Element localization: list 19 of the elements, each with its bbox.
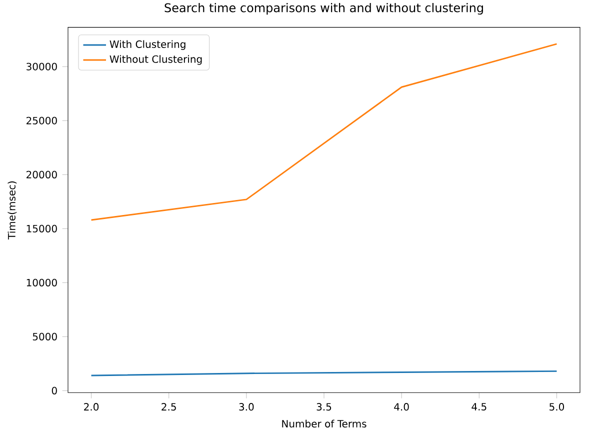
x-tick-label: 3.0 — [239, 403, 254, 411]
y-tick-label: 25000 — [26, 116, 57, 124]
y-tick-label: 30000 — [26, 62, 57, 70]
y-tick-label: 0 — [52, 386, 57, 394]
y-tick-label: 15000 — [26, 224, 57, 232]
y-tick-label: 10000 — [26, 278, 57, 286]
legend-label: With Clustering — [110, 40, 186, 50]
x-tick-label: 5.0 — [550, 403, 564, 411]
x-tick-label: 2.0 — [84, 403, 99, 411]
y-tick-label: 5000 — [32, 332, 57, 340]
x-tick-label: 3.5 — [316, 403, 332, 411]
chart-title: Search time comparisons with and without clustering — [164, 3, 483, 15]
y-tick-label: 20000 — [26, 170, 57, 178]
x-tick-label: 2.5 — [162, 403, 176, 411]
y-axis-title: Time(msec) — [8, 181, 17, 240]
x-tick-label: 4.0 — [394, 403, 409, 411]
x-tick-label: 4.5 — [472, 403, 486, 410]
x-axis-title: Number of Terms — [282, 420, 366, 428]
legend-label: Without Clustering — [110, 55, 202, 65]
